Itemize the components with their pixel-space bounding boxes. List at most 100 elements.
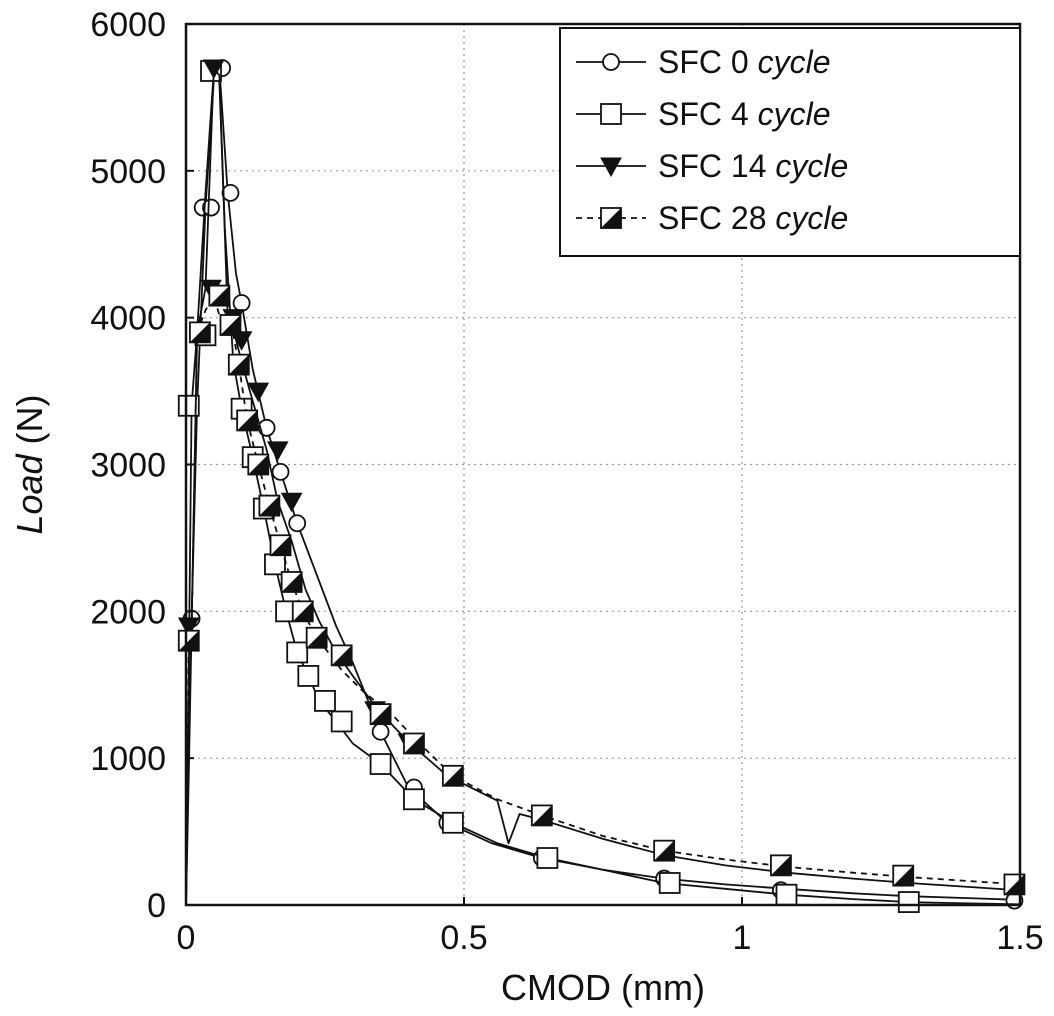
- legend-label-name: SFC 0: [658, 44, 758, 80]
- data-point-marker: [403, 732, 425, 755]
- legend-item: SFC 14 cycle: [576, 148, 848, 184]
- data-point-marker: [257, 418, 276, 437]
- data-point-marker: [297, 665, 320, 687]
- data-point-marker: [530, 804, 553, 827]
- data-point-marker: [330, 710, 353, 733]
- y-tick-label: 6000: [90, 6, 166, 44]
- square-marker: [314, 690, 336, 712]
- square-marker: [330, 710, 353, 733]
- half-square-fill: [601, 208, 621, 228]
- circle-marker: [371, 722, 390, 741]
- data-point-marker: [247, 382, 270, 403]
- data-point-marker: [208, 284, 231, 307]
- data-point-marker: [600, 103, 622, 125]
- legend-item: SFC 0 cycle: [576, 44, 830, 80]
- y-axis-title-italic: Load: [9, 453, 50, 534]
- data-point-marker: [291, 600, 314, 623]
- data-point-marker: [897, 891, 920, 913]
- y-tick-label: 0: [147, 887, 166, 925]
- data-point-marker: [441, 811, 464, 834]
- half-square-fill: [654, 840, 675, 861]
- triangle-marker: [266, 441, 289, 461]
- data-point-marker: [775, 883, 798, 906]
- circle-marker: [288, 514, 307, 533]
- half-square-fill: [270, 535, 291, 556]
- y-tick-label: 1000: [90, 740, 166, 778]
- y-tick-label: 3000: [90, 447, 166, 485]
- legend-label: SFC 4 cycle: [658, 96, 830, 132]
- triangle-marker: [230, 331, 253, 351]
- data-point-marker: [258, 494, 281, 517]
- data-point-marker: [202, 59, 225, 80]
- triangle-marker: [600, 157, 622, 178]
- triangle-marker: [202, 59, 225, 80]
- x-tick-label: 1: [733, 919, 752, 957]
- data-point-marker: [653, 839, 676, 862]
- legend-label: SFC 14 cycle: [658, 148, 848, 184]
- data-point-marker: [305, 626, 328, 649]
- half-square-fill: [228, 354, 249, 375]
- half-square-fill: [442, 765, 463, 786]
- data-point-marker: [536, 847, 559, 869]
- legend-label-suffix: cycle: [775, 148, 848, 184]
- data-point-marker: [286, 641, 309, 664]
- data-point-marker: [892, 864, 915, 887]
- data-point-marker: [280, 492, 303, 513]
- data-point-marker: [219, 314, 242, 336]
- data-point-marker: [221, 183, 240, 202]
- square-marker: [297, 665, 320, 687]
- half-square-fill: [292, 601, 313, 622]
- data-point-marker: [371, 722, 390, 741]
- data-point-marker: [403, 788, 425, 811]
- square-marker: [369, 753, 392, 775]
- square-marker: [441, 811, 464, 834]
- square-marker: [286, 641, 309, 664]
- half-square-fill: [237, 410, 258, 431]
- data-point-marker: [441, 764, 464, 787]
- circle-marker: [202, 198, 220, 217]
- half-square-fill: [178, 630, 199, 651]
- x-tick-label: 0: [177, 919, 196, 957]
- x-tick-label: 1.5: [996, 919, 1043, 957]
- square-marker: [897, 891, 920, 913]
- data-point-marker: [330, 644, 353, 667]
- half-square-fill: [403, 733, 424, 754]
- square-marker: [775, 883, 798, 906]
- data-point-marker: [230, 331, 253, 351]
- legend-label-suffix: cycle: [758, 44, 831, 80]
- data-point-marker: [1003, 873, 1026, 896]
- axis-ticks: 0 0.5 1 1.5 0 1000 2000 3000 4000 5000 6000: [90, 6, 1043, 957]
- half-square-fill: [531, 805, 552, 826]
- square-marker: [403, 788, 425, 811]
- half-square-fill: [770, 855, 791, 876]
- data-point-marker: [232, 294, 251, 312]
- circle-marker: [257, 418, 276, 437]
- half-square-fill: [893, 865, 914, 886]
- half-square-fill: [220, 315, 241, 336]
- y-axis-title-unit: (N): [9, 394, 50, 454]
- data-point-marker: [600, 207, 622, 229]
- y-tick-label: 2000: [90, 593, 166, 631]
- y-axis-title: Load (N): [9, 394, 50, 534]
- triangle-marker: [280, 492, 303, 513]
- square-marker: [536, 847, 559, 869]
- data-point-marker: [269, 534, 292, 557]
- data-point-marker: [227, 353, 250, 376]
- half-square-fill: [259, 495, 280, 516]
- data-point-marker: [314, 690, 336, 712]
- data-point-marker: [288, 514, 307, 533]
- grid: [186, 24, 1020, 905]
- data-point-marker: [177, 629, 200, 652]
- half-square-fill: [281, 571, 302, 592]
- circle-marker: [221, 183, 240, 202]
- data-point-marker: [369, 753, 392, 775]
- x-axis-title: CMOD (mm): [501, 967, 705, 1008]
- legend-label-name: SFC 14: [658, 148, 775, 184]
- triangle-marker: [177, 617, 200, 638]
- legend-label: SFC 0 cycle: [658, 44, 830, 80]
- half-square-fill: [189, 322, 210, 343]
- half-square-fill: [331, 645, 352, 666]
- square-marker: [658, 872, 681, 894]
